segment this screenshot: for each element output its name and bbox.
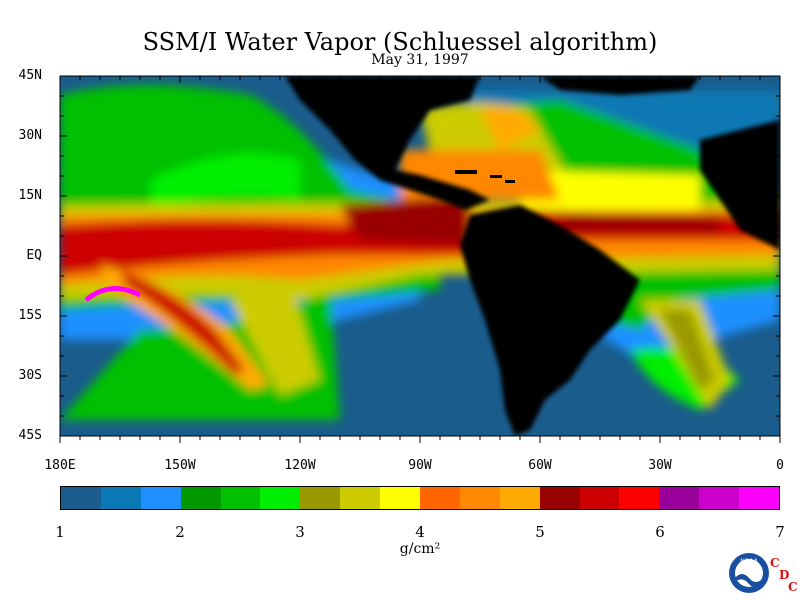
color-swatch <box>699 487 740 509</box>
color-swatch <box>300 487 341 509</box>
color-scale-tick-label: 1 <box>55 523 65 541</box>
color-swatch <box>579 487 620 509</box>
lon-label: 90W <box>408 458 432 473</box>
lon-label: 180E <box>44 458 76 473</box>
color-swatch <box>340 487 381 509</box>
lon-label: 30W <box>648 458 672 473</box>
lon-label: 60W <box>528 458 552 473</box>
color-swatch <box>619 487 660 509</box>
color-scale-tick-label: 2 <box>175 523 185 541</box>
cdc-letter-c2: C <box>788 580 798 594</box>
color-swatch <box>499 487 540 509</box>
color-swatch <box>459 487 500 509</box>
lat-label: EQ <box>26 248 42 263</box>
color-swatch <box>539 487 580 509</box>
color-scale-tick-label: 6 <box>655 523 665 541</box>
map-title: SSM/I Water Vapor (Schluessel algorithm) <box>142 28 658 56</box>
lat-label: 30N <box>18 128 42 143</box>
land-masses <box>285 76 780 436</box>
noaa-logo-icon: NOAA <box>729 553 769 593</box>
map-date: May 31, 1997 <box>371 52 469 68</box>
color-scale-tick-label: 3 <box>295 523 305 541</box>
color-swatch <box>420 487 460 509</box>
color-swatch <box>380 487 421 509</box>
caribbean-islands <box>455 170 515 183</box>
color-scale-bar <box>60 486 780 510</box>
lon-label: 150W <box>164 458 196 473</box>
color-swatch <box>739 487 780 509</box>
lat-label: 45N <box>18 68 42 83</box>
color-scale-units: g/cm² <box>399 541 441 557</box>
color-swatch <box>659 487 700 509</box>
lon-label: 0 <box>776 458 784 473</box>
color-swatch <box>61 487 101 509</box>
svg-text:NOAA: NOAA <box>740 558 758 565</box>
color-swatch <box>140 487 181 509</box>
lat-label: 30S <box>18 368 42 383</box>
water-vapor-map <box>59 75 781 443</box>
lon-label: 120W <box>284 458 316 473</box>
color-swatch <box>220 487 261 509</box>
axis-ticks <box>59 75 781 443</box>
map-field <box>60 76 780 436</box>
cdc-letter-d: D <box>779 568 790 582</box>
color-scale-tick-label: 7 <box>775 523 785 541</box>
color-scale-tick-label: 5 <box>535 523 545 541</box>
lat-label: 15N <box>18 188 42 203</box>
color-swatch <box>100 487 141 509</box>
cdc-letter-c1: C <box>770 556 780 570</box>
lat-label: 15S <box>18 308 42 323</box>
lat-label: 45S <box>18 428 42 443</box>
color-swatch <box>180 487 221 509</box>
color-scale-tick-label: 4 <box>415 523 425 541</box>
color-swatch <box>260 487 301 509</box>
